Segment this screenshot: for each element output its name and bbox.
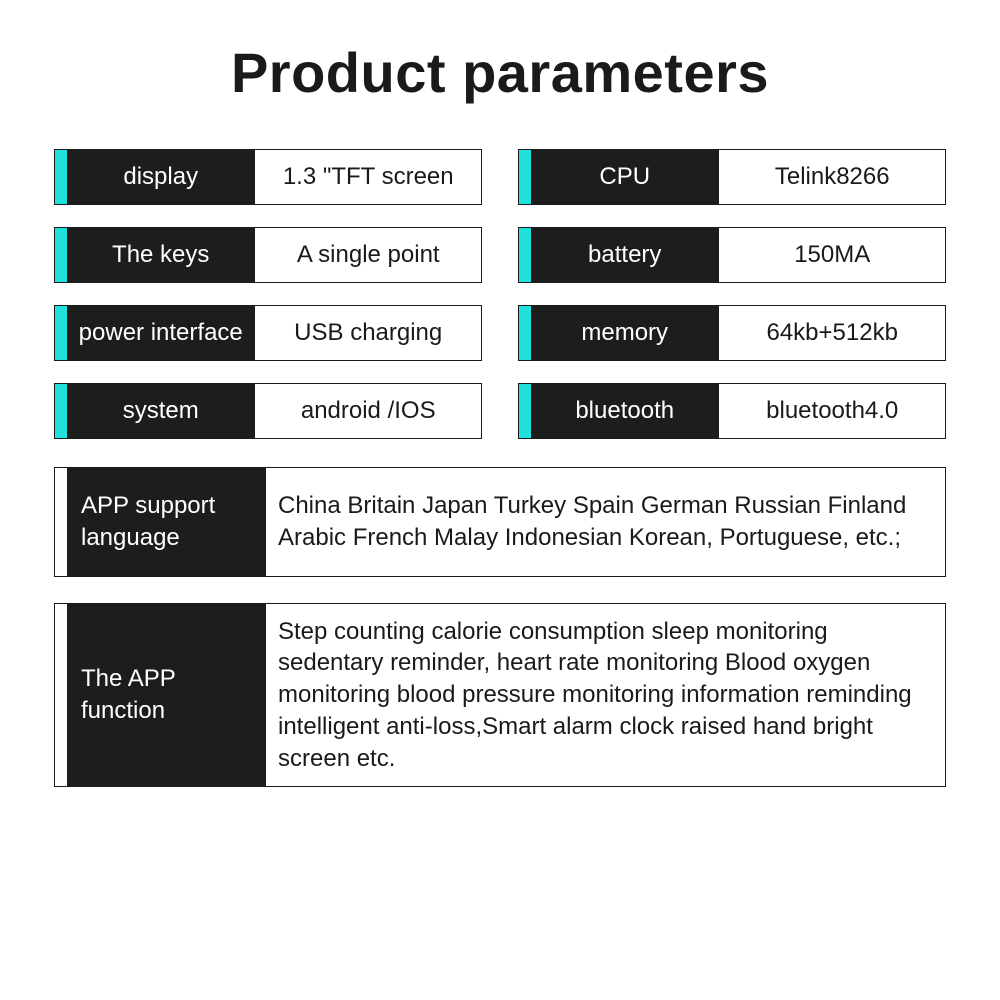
accent-bar: [55, 150, 67, 204]
accent-bar: [519, 384, 531, 438]
spec-label: display: [67, 150, 254, 204]
accent-bar: [519, 228, 531, 282]
spec-cell-memory: memory 64kb+512kb: [518, 305, 946, 361]
spec-value: Telink8266: [718, 150, 945, 204]
spec-cell-system: system android /IOS: [54, 383, 482, 439]
spec-value: China Britain Japan Turkey Spain German …: [265, 468, 945, 576]
spec-grid: display 1.3 "TFT screen CPU Telink8266 T…: [54, 149, 946, 439]
spec-row-function: The APP function Step counting calorie c…: [54, 603, 946, 787]
page-title: Product parameters: [54, 40, 946, 105]
spec-value: USB charging: [254, 306, 481, 360]
spec-value: 64kb+512kb: [718, 306, 945, 360]
spec-cell-power-interface: power interface USB charging: [54, 305, 482, 361]
spec-value: bluetooth4.0: [718, 384, 945, 438]
spec-label: memory: [531, 306, 718, 360]
spec-cell-cpu: CPU Telink8266: [518, 149, 946, 205]
spec-value: Step counting calorie consumption sleep …: [265, 604, 945, 786]
spec-row-language: APP support language China Britain Japan…: [54, 467, 946, 577]
spec-value: 150MA: [718, 228, 945, 282]
spec-label: The keys: [67, 228, 254, 282]
spec-value: A single point: [254, 228, 481, 282]
spec-value: android /IOS: [254, 384, 481, 438]
accent-bar: [519, 306, 531, 360]
spec-label: power interface: [67, 306, 254, 360]
page: Product parameters display 1.3 "TFT scre…: [0, 0, 1000, 1000]
accent-bar: [55, 228, 67, 282]
spec-cell-keys: The keys A single point: [54, 227, 482, 283]
spec-label: battery: [531, 228, 718, 282]
spec-cell-battery: battery 150MA: [518, 227, 946, 283]
spec-value: 1.3 "TFT screen: [254, 150, 481, 204]
spec-label: bluetooth: [531, 384, 718, 438]
accent-bar: [519, 150, 531, 204]
spec-cell-display: display 1.3 "TFT screen: [54, 149, 482, 205]
spec-label: CPU: [531, 150, 718, 204]
spec-label: APP support language: [67, 468, 265, 576]
spec-label: The APP function: [67, 604, 265, 786]
spec-label: system: [67, 384, 254, 438]
accent-bar: [55, 384, 67, 438]
spec-cell-bluetooth: bluetooth bluetooth4.0: [518, 383, 946, 439]
accent-bar: [55, 306, 67, 360]
